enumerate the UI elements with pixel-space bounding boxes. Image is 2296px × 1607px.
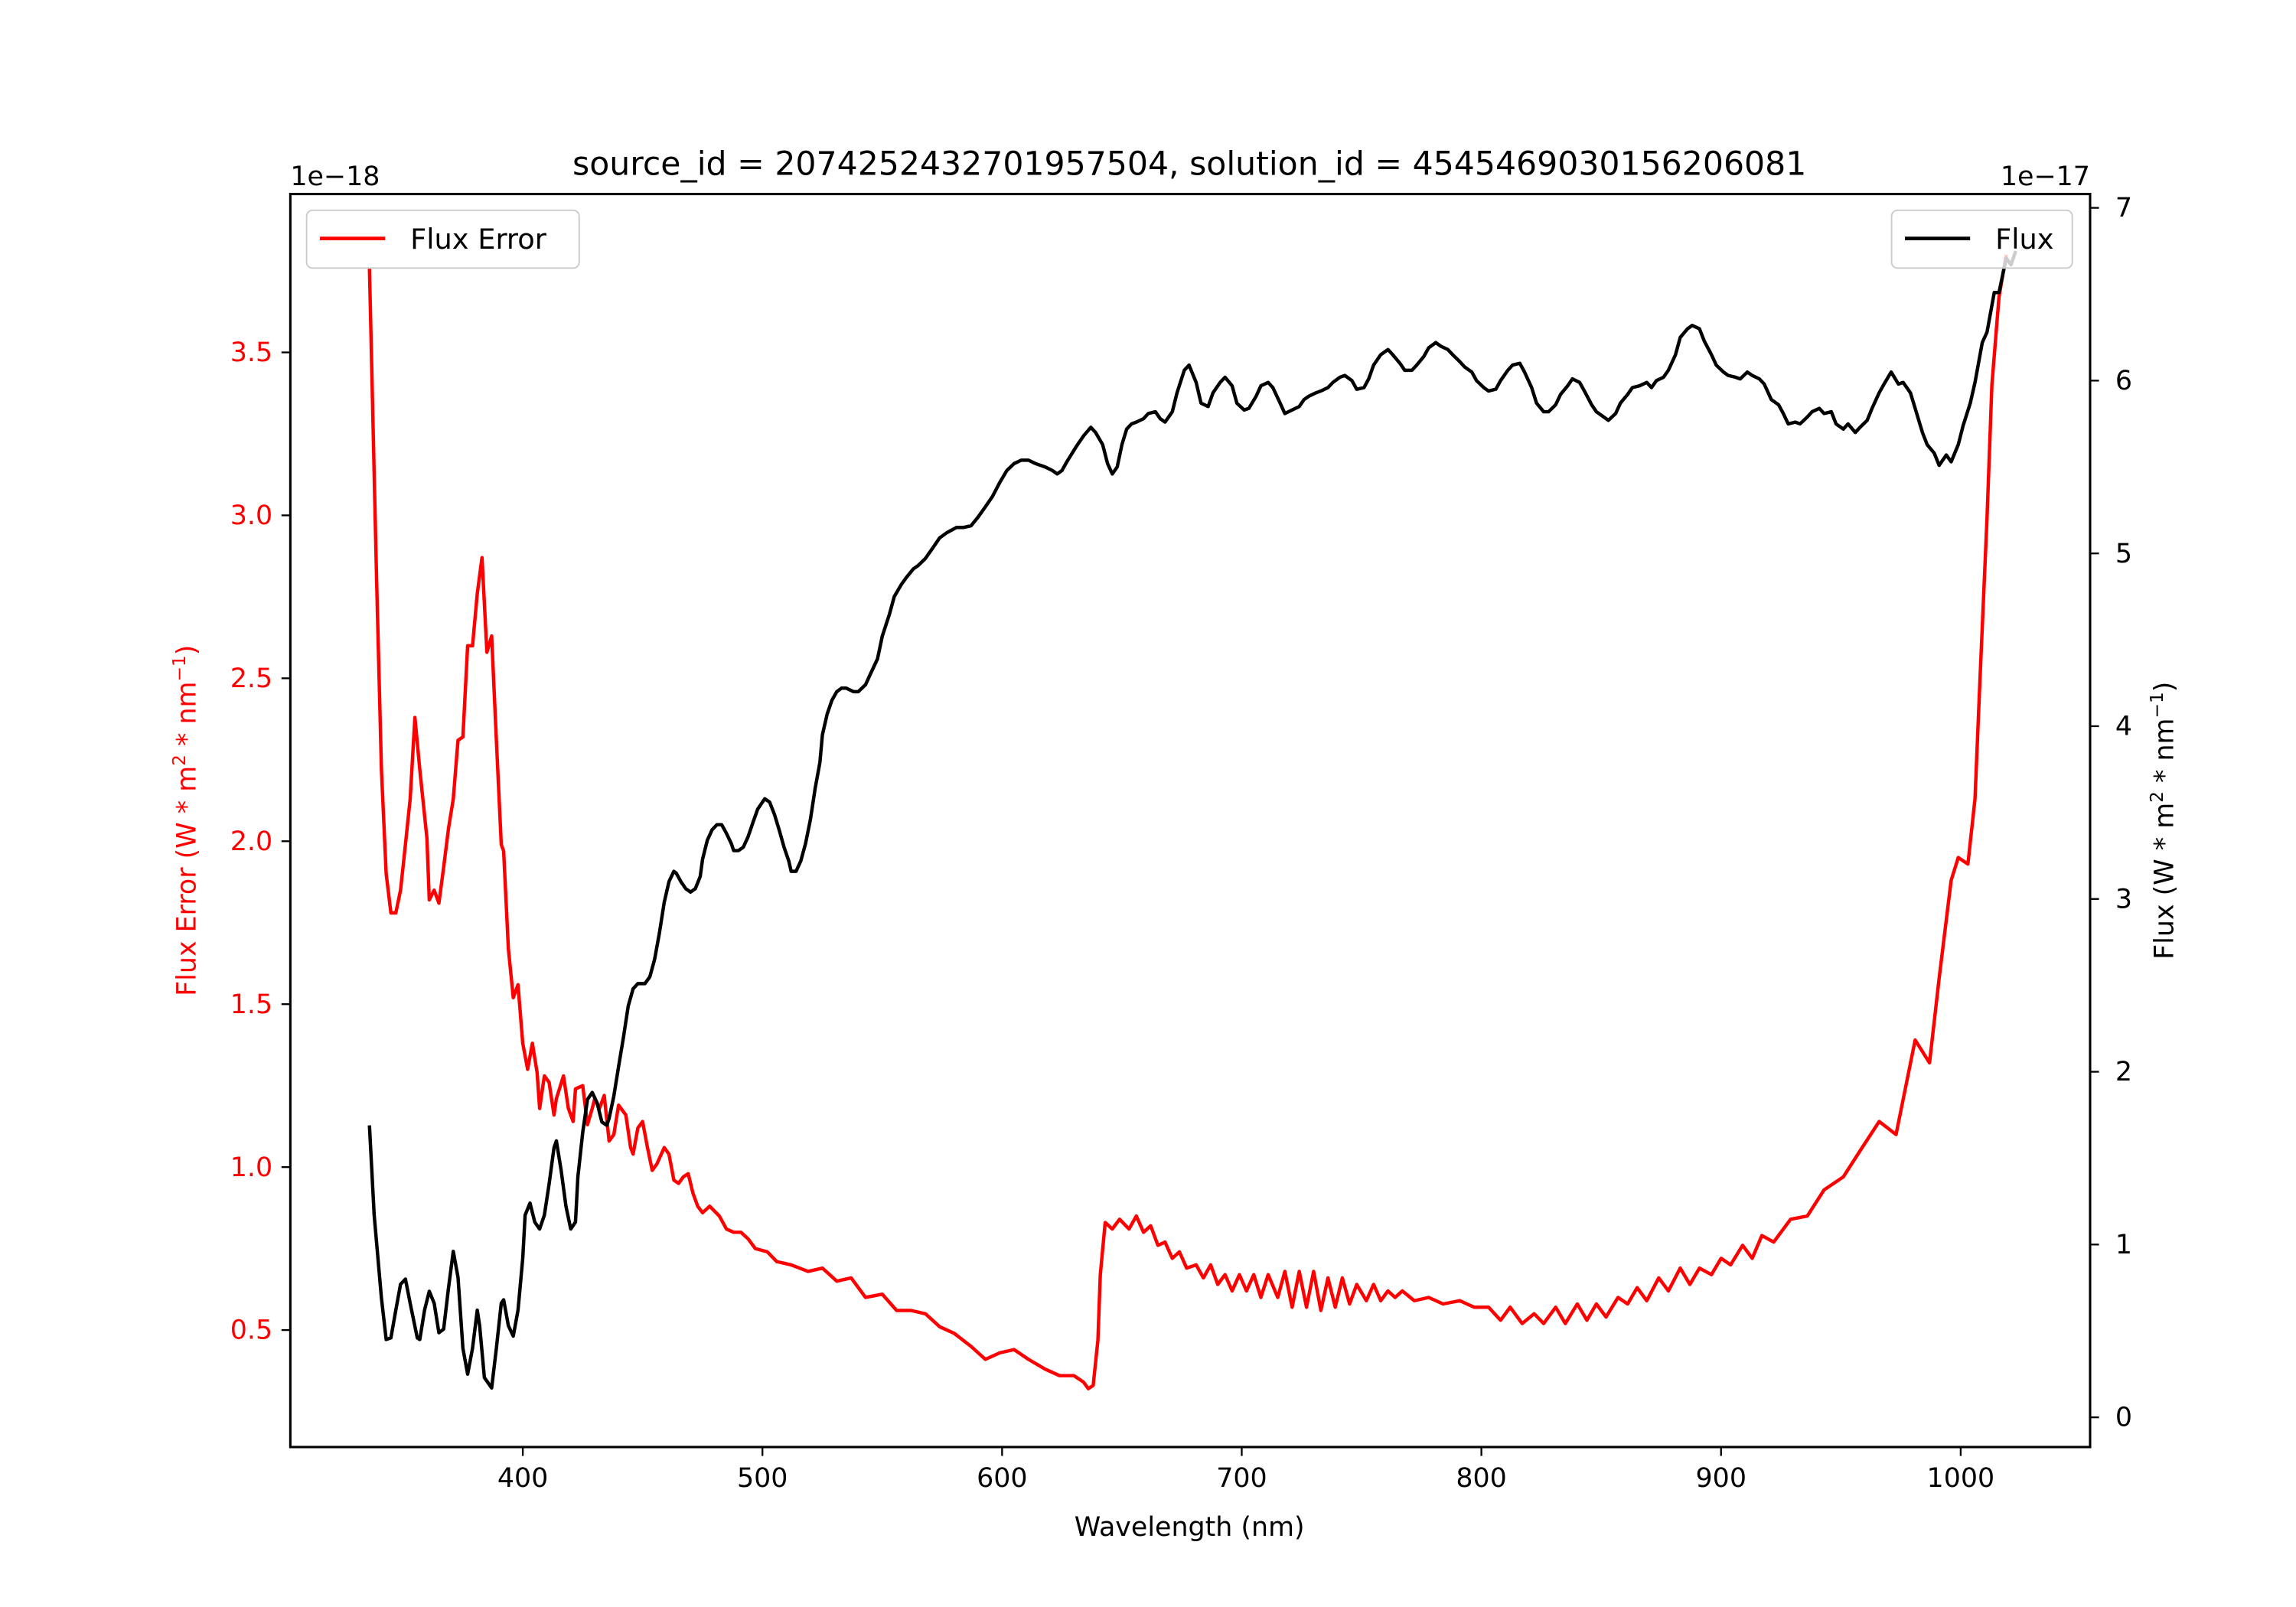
x-tick-label: 1000: [1927, 1463, 1995, 1494]
x-tick-label: 900: [1696, 1463, 1746, 1494]
legend-label-flux-error: Flux Error: [410, 223, 547, 256]
left-y-axis-label: Flux Error (W * m2 * nm−1): [169, 645, 203, 996]
series-line-flux-error: [367, 254, 2008, 1390]
left-y-tick-label: 2.5: [230, 663, 272, 694]
right-y-tick-label: 4: [2115, 712, 2132, 742]
legend-flux-error: Flux Error: [305, 209, 580, 269]
x-tick-label: 400: [497, 1463, 548, 1494]
right-y-tick-label: 1: [2115, 1230, 2132, 1260]
left-y-tick-label: 2.0: [230, 826, 272, 857]
right-y-tick-label: 2: [2115, 1057, 2132, 1087]
left-y-tick-label: 3.5: [230, 337, 272, 368]
right-y-tick-label: 7: [2115, 193, 2132, 223]
right-y-axis-label: Flux (W * m2 * nm−1): [2147, 682, 2180, 960]
chart-title: source_id = 2074252432701957504, solutio…: [572, 145, 1806, 183]
x-tick-label: 600: [977, 1463, 1027, 1494]
legend-flux: Flux: [1890, 209, 2073, 269]
x-tick-label: 800: [1456, 1463, 1506, 1494]
left-y-tick-label: 3.0: [230, 500, 272, 531]
x-axis-label: Wavelength (nm): [1075, 1512, 1305, 1543]
x-tick-label: 700: [1216, 1463, 1267, 1494]
right-axis-offset-text: 1e−17: [2001, 161, 2090, 192]
left-y-tick-label: 1.5: [230, 989, 272, 1020]
right-y-tick-label: 0: [2115, 1403, 2132, 1433]
plot-frame: [289, 193, 2092, 1449]
series-line-flux: [367, 250, 2017, 1390]
right-y-tick-label: 6: [2115, 366, 2132, 396]
legend-box: [1890, 209, 2073, 269]
legend-box: [305, 209, 580, 269]
left-y-tick-label: 1.0: [230, 1152, 272, 1183]
left-axis-offset-text: 1e−18: [290, 161, 380, 192]
legend-label-flux: Flux: [1995, 223, 2053, 256]
x-tick-label: 500: [737, 1463, 788, 1494]
left-y-tick-label: 0.5: [230, 1315, 272, 1346]
right-y-tick-label: 5: [2115, 539, 2132, 569]
right-y-tick-label: 3: [2115, 884, 2132, 914]
